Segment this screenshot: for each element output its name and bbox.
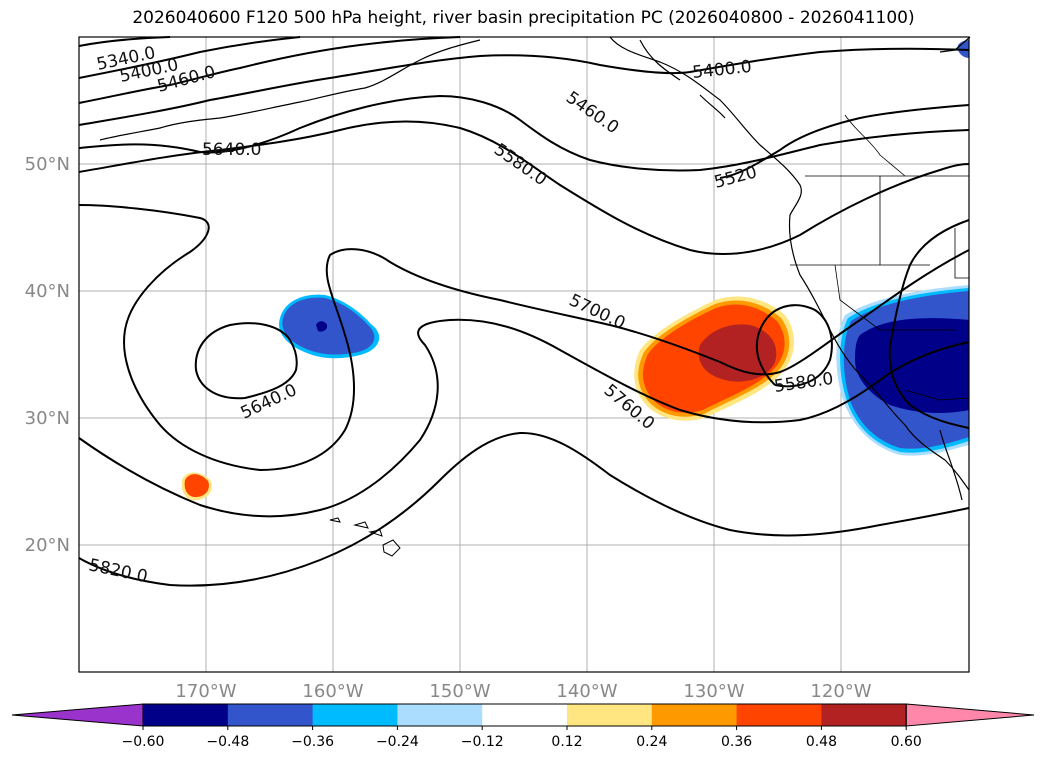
colorbar-segment xyxy=(567,704,653,726)
colorbar-tick-label: 0.48 xyxy=(806,734,837,750)
colorbar-segment xyxy=(143,704,229,726)
lat-tick-label: 30°N xyxy=(25,408,70,429)
colorbar-extend-high xyxy=(905,703,1035,727)
lat-tick-label: 40°N xyxy=(25,281,70,302)
coastlines xyxy=(99,36,971,501)
colorbar-segment xyxy=(651,704,738,726)
lon-tick-label: 140°W xyxy=(556,681,617,702)
colorbar-segment xyxy=(736,704,822,726)
map-area[interactable] xyxy=(79,37,969,672)
lat-axis-labels: 20°N 30°N 40°N 50°N xyxy=(25,154,70,556)
colorbar-tick-label: −0.24 xyxy=(376,734,419,750)
lon-tick-label: 120°W xyxy=(810,681,871,702)
lon-tick-label: 150°W xyxy=(429,681,490,702)
lon-tick-label: 160°W xyxy=(302,681,363,702)
contour-5700 xyxy=(78,204,970,472)
colorbar-tick-label: 0.60 xyxy=(891,734,922,750)
map-title: 2026040600 F120 500 hPa height, river ba… xyxy=(132,8,915,28)
colorbar-tick-label: 0.24 xyxy=(636,734,667,750)
colorbar-tick-label: −0.48 xyxy=(206,734,249,750)
colorbar-tick-label: 0.36 xyxy=(721,734,752,750)
colorbar-segment xyxy=(821,704,907,726)
colorbar-tick-label: −0.12 xyxy=(461,734,504,750)
contour-5580-east xyxy=(755,304,833,388)
contour-5520-west xyxy=(78,47,970,126)
contour-5640-north xyxy=(78,120,970,256)
contour-5640-east xyxy=(888,219,970,429)
colorbar-segment xyxy=(227,704,314,726)
contour-5640-low xyxy=(194,322,298,400)
colorbar-segment xyxy=(312,704,398,726)
map-frame xyxy=(78,36,970,673)
contour-5820 xyxy=(78,431,970,587)
lon-tick-label: 170°W xyxy=(175,681,236,702)
colorbar: −0.60 −0.48 −0.36 −0.24 −0.12 0.12 0.24 0.36 0.4… xyxy=(11,703,1035,750)
colorbar-tick-label: 0.12 xyxy=(551,734,582,750)
colorbar-segment xyxy=(397,704,483,726)
contour-5520-east xyxy=(719,104,970,179)
colorbar-frame xyxy=(142,703,907,727)
colorbar-segment xyxy=(482,704,568,726)
lon-tick-label: 130°W xyxy=(683,681,744,702)
lat-tick-label: 50°N xyxy=(25,154,70,175)
lat-tick-label: 20°N xyxy=(25,535,70,556)
colorbar-extend-low xyxy=(11,703,144,727)
contour-5460-west xyxy=(78,36,461,104)
lon-axis-labels: 170°W 160°W 150°W 140°W 130°W 120°W xyxy=(175,681,871,702)
contour-5400-west xyxy=(78,36,301,79)
colorbar-tick-label: −0.36 xyxy=(291,734,334,750)
contour-5580-west xyxy=(78,94,970,172)
height-contours xyxy=(78,36,970,587)
colorbar-tick-label: −0.60 xyxy=(122,734,165,750)
contour-label: 5640.0 xyxy=(202,140,261,160)
